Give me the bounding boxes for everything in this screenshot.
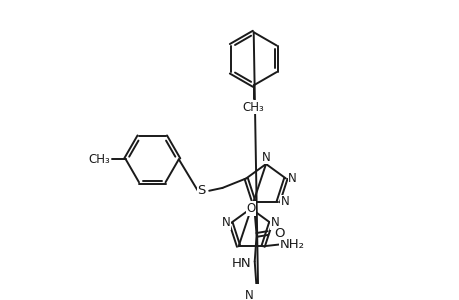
Text: O: O — [246, 202, 255, 215]
Text: N: N — [261, 151, 270, 164]
Text: O: O — [274, 226, 284, 239]
Text: HN: HN — [231, 257, 251, 270]
Text: CH₃: CH₃ — [88, 153, 110, 166]
Text: N: N — [270, 217, 279, 230]
Text: S: S — [197, 184, 205, 197]
Text: N: N — [280, 195, 289, 208]
Text: CH₃: CH₃ — [242, 100, 264, 114]
Text: N: N — [221, 217, 230, 230]
Text: N: N — [287, 172, 296, 185]
Text: N: N — [244, 289, 253, 300]
Text: NH₂: NH₂ — [280, 238, 304, 251]
